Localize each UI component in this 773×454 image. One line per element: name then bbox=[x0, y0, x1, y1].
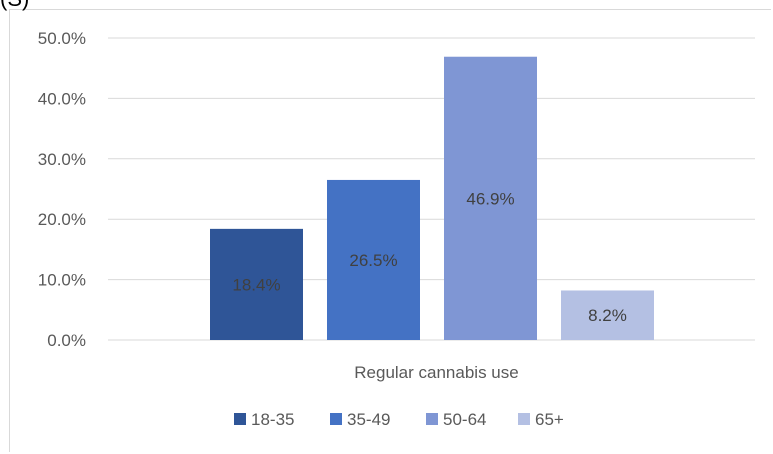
data-label: 46.9% bbox=[466, 189, 514, 208]
y-tick-label: 10.0% bbox=[38, 271, 86, 290]
legend-swatch bbox=[518, 413, 530, 425]
y-tick-label: 30.0% bbox=[38, 150, 86, 169]
cropped-title-fragment: (S) bbox=[0, 0, 29, 10]
bar-50-64 bbox=[444, 56, 537, 340]
legend-label: 50-64 bbox=[443, 410, 486, 429]
legend-swatch bbox=[234, 413, 246, 425]
chart-frame bbox=[9, 9, 771, 452]
y-tick-label: 20.0% bbox=[38, 210, 86, 229]
bar-35-49 bbox=[327, 179, 420, 340]
x-category-label: Regular cannabis use bbox=[354, 363, 518, 382]
legend-swatch bbox=[330, 413, 342, 425]
legend-swatch bbox=[426, 413, 438, 425]
legend-label: 65+ bbox=[535, 410, 564, 429]
legend-label: 18-35 bbox=[251, 410, 294, 429]
data-label: 18.4% bbox=[232, 275, 280, 294]
y-tick-label: 0.0% bbox=[47, 331, 86, 350]
data-label: 8.2% bbox=[588, 306, 627, 325]
legend-label: 35-49 bbox=[347, 410, 390, 429]
data-label: 26.5% bbox=[349, 251, 397, 270]
bar-65plus bbox=[561, 290, 654, 340]
y-tick-label: 50.0% bbox=[38, 29, 86, 48]
bar-18-35 bbox=[210, 228, 303, 340]
y-tick-label: 40.0% bbox=[38, 89, 86, 108]
